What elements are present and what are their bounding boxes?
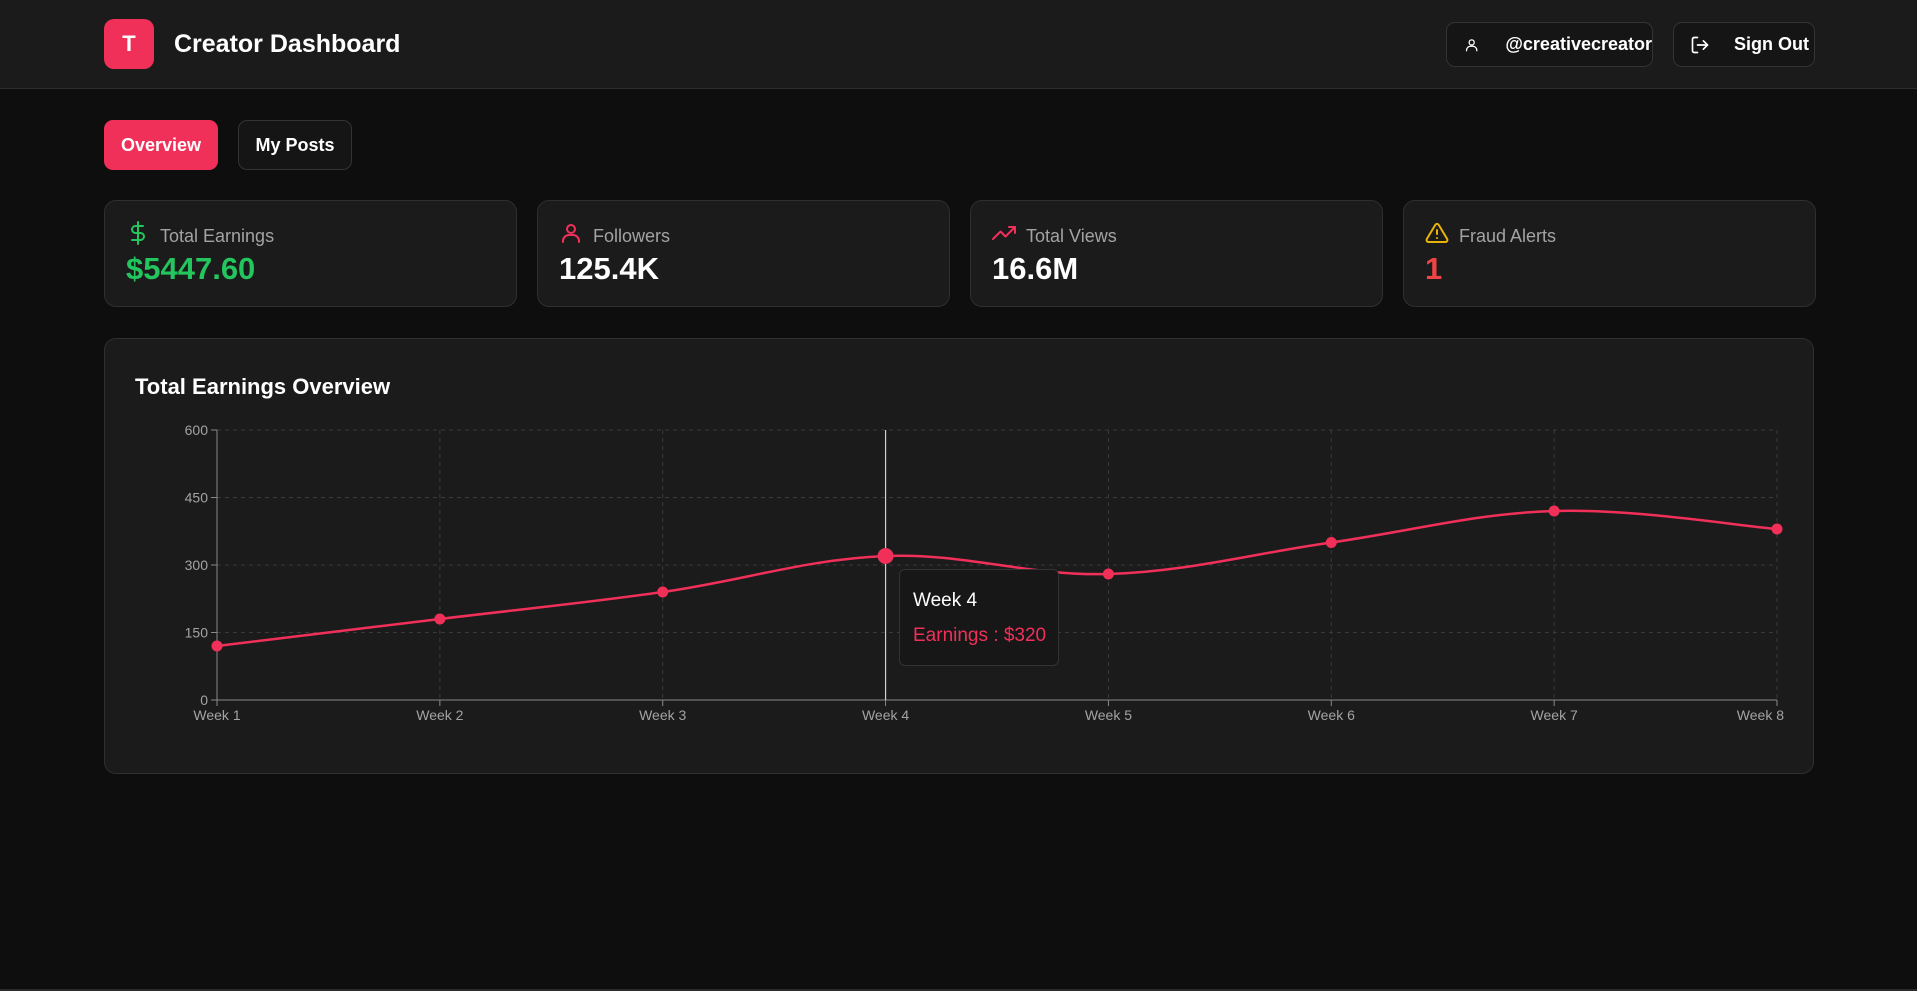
y-tick-label: 150 xyxy=(185,625,209,641)
data-point xyxy=(877,548,894,564)
x-tick-label: Week 8 xyxy=(1737,707,1784,723)
x-tick-label: Week 5 xyxy=(1085,707,1132,723)
tab-my-posts[interactable]: My Posts xyxy=(238,120,352,170)
sign-out-label: Sign Out xyxy=(1734,34,1809,54)
y-tick-label: 450 xyxy=(185,490,209,506)
y-tick-label: 300 xyxy=(185,557,209,573)
trending-up-icon xyxy=(992,226,1016,240)
y-tick-label: 0 xyxy=(200,692,208,708)
stat-label: Followers xyxy=(593,226,671,246)
data-point xyxy=(434,613,446,625)
earnings-chart-card: Total Earnings Overview 0 150 300 450 600 Wee… xyxy=(104,338,1814,774)
tab-overview[interactable]: Overview xyxy=(104,120,218,170)
data-point xyxy=(657,586,669,598)
y-tick-label: 600 xyxy=(185,422,209,438)
bottom-divider xyxy=(0,989,1917,991)
data-point xyxy=(1548,505,1560,517)
app-logo: T xyxy=(104,19,154,69)
dollar-icon xyxy=(131,221,145,245)
x-tick-label: Week 4 xyxy=(862,707,909,723)
stat-card-total-views: Total Views 16.6M xyxy=(970,200,1383,307)
stat-label: Total Views xyxy=(1026,226,1117,246)
chart-tooltip: Week 4 Earnings : $320 xyxy=(899,569,1059,666)
stat-label: Total Earnings xyxy=(160,226,275,246)
x-tick-label: Week 6 xyxy=(1308,707,1355,723)
stat-label: Fraud Alerts xyxy=(1459,226,1557,246)
earnings-series-line xyxy=(216,509,1778,648)
x-tick-label: Week 3 xyxy=(639,707,686,723)
data-point xyxy=(1325,537,1337,548)
sign-out-button[interactable]: Sign Out xyxy=(1673,22,1815,67)
stat-card-fraud-alerts: Fraud Alerts 1 xyxy=(1403,200,1816,307)
log-out-icon xyxy=(1691,36,1709,53)
x-tick-label: Week 7 xyxy=(1531,707,1578,723)
tooltip-title: Week 4 xyxy=(913,590,978,611)
tooltip-value: Earnings : $320 xyxy=(913,625,1047,646)
stat-card-total-earnings: Total Earnings $5447.60 xyxy=(104,200,517,307)
stat-value: 1 xyxy=(1425,251,1443,286)
stat-value: 125.4K xyxy=(559,251,659,286)
top-navigation-bar: T Creator Dashboard @creativecreator Sig… xyxy=(0,0,1917,89)
data-point xyxy=(211,640,223,652)
stat-card-followers: Followers 125.4K xyxy=(537,200,950,307)
user-icon xyxy=(562,224,580,243)
x-tick-label: Week 2 xyxy=(416,707,463,723)
data-point xyxy=(1102,568,1114,580)
chart-title: Total Earnings Overview xyxy=(135,374,391,399)
app-title: Creator Dashboard xyxy=(174,30,401,58)
x-tick-label: Week 1 xyxy=(193,707,240,723)
username-label: @creativecreator xyxy=(1505,34,1652,54)
user-icon xyxy=(1465,38,1478,51)
profile-button[interactable]: @creativecreator xyxy=(1446,22,1653,67)
stat-value: 16.6M xyxy=(992,251,1079,286)
data-point xyxy=(1771,523,1783,535)
stat-value: $5447.60 xyxy=(126,251,256,286)
alert-triangle-icon xyxy=(1425,222,1449,243)
